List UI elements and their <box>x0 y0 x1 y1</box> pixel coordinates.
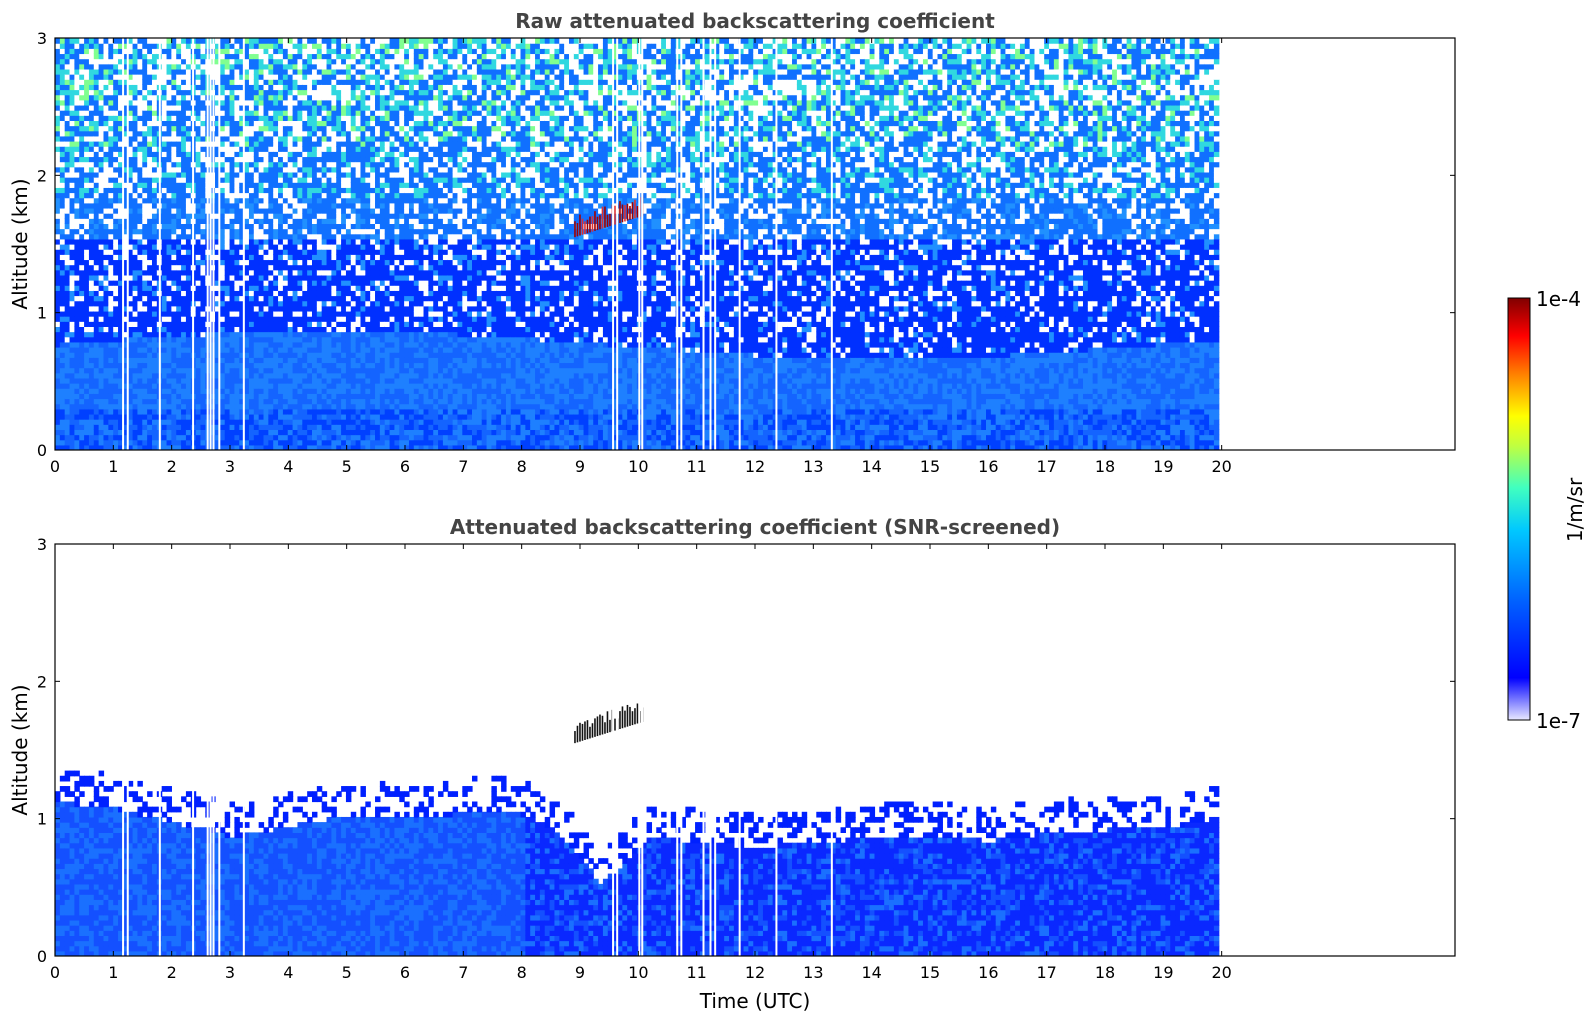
x-tick-label: 13 <box>803 457 823 476</box>
x-tick-label: 17 <box>1036 457 1056 476</box>
panel-title: Attenuated backscattering coefficient (S… <box>450 515 1060 539</box>
x-tick-label: 18 <box>1095 457 1115 476</box>
x-tick-label: 4 <box>283 457 293 476</box>
x-tick-label: 7 <box>458 457 468 476</box>
x-tick-label: 4 <box>283 963 293 982</box>
x-tick-label: 5 <box>342 963 352 982</box>
x-tick-label: 6 <box>400 457 410 476</box>
x-axis-label: Time (UTC) <box>699 989 811 1013</box>
x-tick-label: 14 <box>861 457 881 476</box>
x-tick-label: 14 <box>861 963 881 982</box>
heatmap-screened <box>55 544 1219 957</box>
x-tick-label: 13 <box>803 963 823 982</box>
x-tick-label: 16 <box>978 963 998 982</box>
x-tick-label: 9 <box>575 457 585 476</box>
panel-snr-screened: Attenuated backscattering coefficient (S… <box>8 515 1455 1013</box>
x-tick-label: 0 <box>50 457 60 476</box>
x-tick-label: 1 <box>108 457 118 476</box>
x-tick-label: 8 <box>517 963 527 982</box>
y-axis-label: Altitude (km) <box>8 684 32 815</box>
x-tick-label: 10 <box>628 457 648 476</box>
heatmap-raw <box>55 38 1219 451</box>
colorbar: 1e-4 1e-7 1/m/sr <box>1508 287 1587 733</box>
x-tick-label: 15 <box>920 963 940 982</box>
x-tick-label: 16 <box>978 457 998 476</box>
x-tick-label: 6 <box>400 963 410 982</box>
colorbar-max-label: 1e-4 <box>1536 287 1581 311</box>
x-tick-label: 2 <box>167 963 177 982</box>
x-tick-label: 18 <box>1095 963 1115 982</box>
colorbar-unit-label: 1/m/sr <box>1563 477 1587 542</box>
x-tick-label: 20 <box>1211 963 1231 982</box>
x-tick-label: 19 <box>1153 457 1173 476</box>
colorbar-min-label: 1e-7 <box>1536 709 1581 733</box>
x-tick-label: 1 <box>108 963 118 982</box>
x-tick-label: 17 <box>1036 963 1056 982</box>
panel-title: Raw attenuated backscattering coefficien… <box>515 9 995 33</box>
y-tick-label: 0 <box>37 441 47 460</box>
x-tick-label: 11 <box>686 963 706 982</box>
x-tick-label: 7 <box>458 963 468 982</box>
y-tick-label: 2 <box>37 672 47 691</box>
panel-raw-backscatter: Raw attenuated backscattering coefficien… <box>8 9 1455 476</box>
x-tick-label: 10 <box>628 963 648 982</box>
x-tick-label: 8 <box>517 457 527 476</box>
y-axis-label: Altitude (km) <box>8 178 32 309</box>
x-tick-label: 20 <box>1211 457 1231 476</box>
y-tick-label: 3 <box>37 29 47 48</box>
x-tick-label: 0 <box>50 963 60 982</box>
x-tick-label: 3 <box>225 457 235 476</box>
x-tick-label: 3 <box>225 963 235 982</box>
y-tick-label: 3 <box>37 535 47 554</box>
x-tick-label: 19 <box>1153 963 1173 982</box>
y-tick-label: 2 <box>37 166 47 185</box>
colorbar-gradient <box>1508 298 1530 720</box>
x-tick-label: 15 <box>920 457 940 476</box>
x-tick-label: 12 <box>745 963 765 982</box>
x-tick-label: 9 <box>575 963 585 982</box>
x-tick-label: 5 <box>342 457 352 476</box>
y-tick-label: 1 <box>37 304 47 323</box>
x-tick-label: 12 <box>745 457 765 476</box>
x-tick-label: 2 <box>167 457 177 476</box>
y-tick-label: 1 <box>37 810 47 829</box>
y-tick-label: 0 <box>37 947 47 966</box>
x-tick-label: 11 <box>686 457 706 476</box>
